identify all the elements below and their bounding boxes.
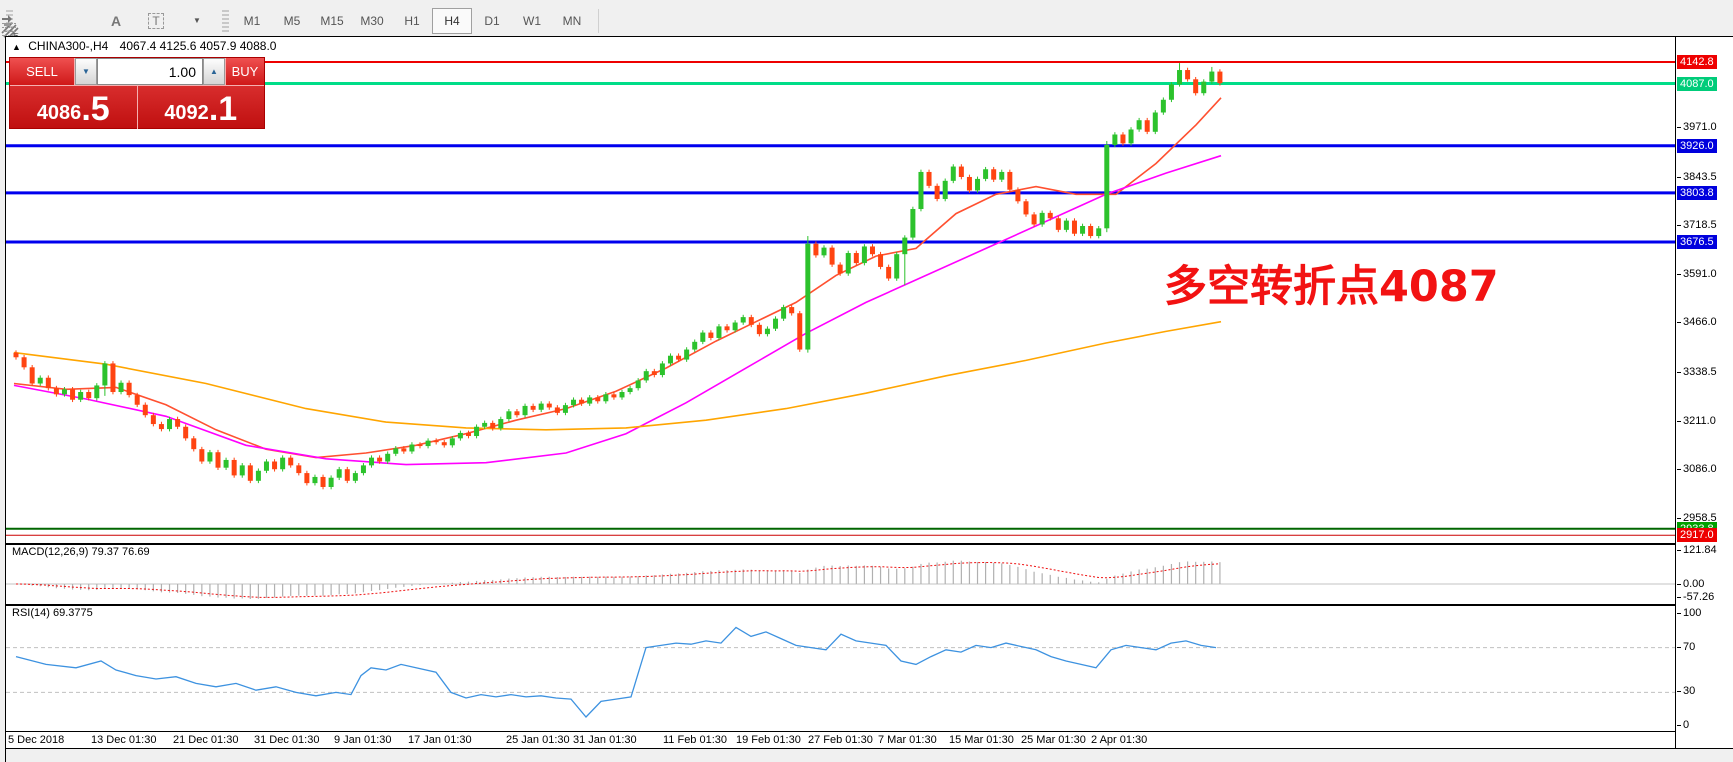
macd-tick-label: -57.26 bbox=[1676, 591, 1715, 603]
timeframe-drag-handle[interactable] bbox=[222, 9, 229, 32]
macd-indicator-pane[interactable] bbox=[6, 545, 1675, 604]
date-tick-label: 7 Mar 01:30 bbox=[878, 734, 937, 746]
price-tick-label: 3211.0 bbox=[1677, 414, 1716, 427]
date-tick-label: 11 Feb 01:30 bbox=[663, 734, 728, 746]
price-tick-label: 3591.0 bbox=[1677, 268, 1717, 281]
text-label-button[interactable]: A bbox=[96, 8, 136, 34]
drawing-tools-group: EF A T bbox=[1, 8, 176, 39]
timeframe-button-m5[interactable]: M5 bbox=[283, 13, 301, 28]
date-tick-label: 15 Mar 01:30 bbox=[949, 734, 1014, 746]
bottom-strip bbox=[6, 748, 1733, 762]
rsi-tick-label: 0 bbox=[1676, 719, 1690, 731]
volume-increase-button[interactable]: ▲ bbox=[203, 58, 225, 85]
date-tick-label: 25 Jan 01:30 bbox=[506, 734, 570, 746]
price-tick-label: 3971.0 bbox=[1677, 121, 1717, 134]
volume-decrease-button[interactable]: ▼ bbox=[75, 58, 97, 85]
chart-window: ▲ CHINA300-,H4 4067.4 4125.6 4057.9 4088… bbox=[5, 36, 1733, 762]
ma-slow bbox=[13, 320, 1222, 431]
chart-header: ▲ CHINA300-,H4 4067.4 4125.6 4057.9 4088… bbox=[12, 39, 276, 53]
date-tick-label: 21 Dec 01:30 bbox=[173, 734, 239, 746]
rsi-line bbox=[15, 626, 1217, 718]
svg-text:E: E bbox=[14, 33, 19, 39]
sell-price-display[interactable]: 4086.5 bbox=[10, 86, 138, 129]
ohlc-readout: 4067.4 4125.6 4057.9 4088.0 bbox=[119, 39, 277, 53]
sell-button[interactable]: SELL bbox=[10, 58, 75, 85]
price-tick-label: 2958.5 bbox=[1677, 512, 1717, 525]
sell-price-main: 4086 bbox=[36, 102, 82, 124]
pane-separator[interactable] bbox=[6, 604, 1675, 606]
price-level-badge: 4142.8 bbox=[1677, 55, 1717, 69]
timeframe-button-m15[interactable]: M15 bbox=[320, 13, 344, 28]
macd-tick-label: 121.84 bbox=[1677, 544, 1717, 556]
buy-price-display[interactable]: 4092.1 bbox=[138, 86, 265, 129]
collapse-triangle-icon[interactable]: ▲ bbox=[12, 42, 21, 52]
timeframe-button-d1[interactable]: D1 bbox=[484, 13, 500, 28]
date-tick-label: 2 Apr 01:30 bbox=[1091, 734, 1148, 746]
price-level-badge: 3803.8 bbox=[1677, 185, 1717, 200]
text-box-button[interactable]: T bbox=[136, 8, 176, 34]
buy-button[interactable]: BUY bbox=[225, 58, 264, 85]
buy-price-main: 4092 bbox=[164, 102, 209, 124]
date-tick-label: 31 Jan 01:30 bbox=[573, 734, 637, 746]
macd-tick-label: 0.00 bbox=[1676, 578, 1705, 590]
timeframe-button-m1[interactable]: M1 bbox=[243, 13, 261, 28]
date-tick-label: 19 Feb 01:30 bbox=[736, 734, 801, 746]
price-tick-label: 3843.5 bbox=[1677, 170, 1717, 183]
one-click-trading-panel: SELL ▼ 1.00 ▲ BUY 4086.5 4092.1 bbox=[9, 57, 265, 129]
pane-separator[interactable] bbox=[6, 543, 1675, 545]
fibonacci-grid-button[interactable]: F bbox=[2, 8, 96, 39]
chart-plot-area[interactable]: ▲ CHINA300-,H4 4067.4 4125.6 4057.9 4088… bbox=[6, 37, 1675, 761]
text-box-icon: T bbox=[148, 12, 164, 29]
price-tick-label: 3338.5 bbox=[1677, 365, 1717, 378]
rsi-label: RSI(14) 69.3775 bbox=[12, 607, 93, 619]
price-tick-label: 3086.0 bbox=[1677, 462, 1717, 475]
price-level-badge: 3676.5 bbox=[1677, 235, 1717, 250]
rsi-tick-label: 30 bbox=[1676, 685, 1696, 698]
price-level-badge: 4087.0 bbox=[1677, 76, 1717, 91]
date-tick-label: 5 Dec 2018 bbox=[8, 734, 65, 746]
symbol-label: CHINA300-,H4 bbox=[28, 39, 109, 53]
date-tick-label: 27 Feb 01:30 bbox=[808, 734, 873, 746]
timeframe-button-mn[interactable]: MN bbox=[562, 13, 582, 28]
timeframe-button-m30[interactable]: M30 bbox=[360, 13, 384, 28]
price-tick-label: 3718.5 bbox=[1677, 218, 1717, 231]
price-level-badge: 3926.0 bbox=[1677, 138, 1717, 153]
macd-signal-line bbox=[15, 561, 1220, 598]
ma-fast bbox=[13, 97, 1222, 459]
price-axis: 3971.0 3843.5 3718.5 3591.0 3466.0 3338.5 3211… bbox=[1675, 37, 1733, 761]
cycle-arrows-icon bbox=[2, 14, 12, 26]
macd-label: MACD(12,26,9) 79.37 76.69 bbox=[12, 546, 150, 558]
sell-price-big: .5 bbox=[81, 90, 110, 128]
date-tick-label: 31 Dec 01:30 bbox=[254, 734, 320, 746]
toolbar: EF A T ▼ M1 M5 M15 M30 H1 H4 D1 W1 MN bbox=[0, 5, 1733, 39]
date-tick-label: 13 Dec 01:30 bbox=[91, 734, 157, 746]
price-tick-label: 3466.0 bbox=[1677, 316, 1717, 329]
chevron-down-icon: ▼ bbox=[193, 16, 201, 25]
rsi-tick-label: 70 bbox=[1676, 640, 1696, 653]
date-tick-label: 25 Mar 01:30 bbox=[1021, 734, 1086, 746]
timeframe-button-h4[interactable]: H4 bbox=[432, 7, 472, 34]
toolbar-separator bbox=[598, 8, 599, 33]
time-axis: 5 Dec 2018 13 Dec 01:30 21 Dec 01:30 31 Dec… bbox=[6, 731, 1675, 749]
svg-text:F: F bbox=[13, 33, 17, 39]
cycle-dropdown-button[interactable]: ▼ bbox=[2, 8, 216, 34]
date-tick-label: 17 Jan 01:30 bbox=[408, 734, 472, 746]
rsi-tick-label: 100 bbox=[1676, 607, 1702, 619]
volume-input[interactable]: 1.00 bbox=[97, 58, 203, 85]
timeframe-group: M1 M5 M15 M30 H1 H4 D1 W1 MN bbox=[232, 7, 592, 34]
rsi-indicator-pane[interactable] bbox=[6, 606, 1675, 731]
date-tick-label: 9 Jan 01:30 bbox=[334, 734, 392, 746]
text-label-icon: A bbox=[110, 12, 122, 29]
timeframe-button-w1[interactable]: W1 bbox=[523, 13, 541, 28]
buy-price-big: .1 bbox=[208, 90, 238, 128]
draw-lines-button[interactable]: E bbox=[1, 8, 56, 39]
timeframe-button-h1[interactable]: H1 bbox=[404, 13, 420, 28]
chart-annotation-text: 多空转折点4087 bbox=[1164, 262, 1499, 312]
price-level-badge: 2917.0 bbox=[1677, 528, 1717, 543]
main-price-chart[interactable] bbox=[6, 37, 1675, 543]
ma-mid bbox=[13, 154, 1222, 466]
